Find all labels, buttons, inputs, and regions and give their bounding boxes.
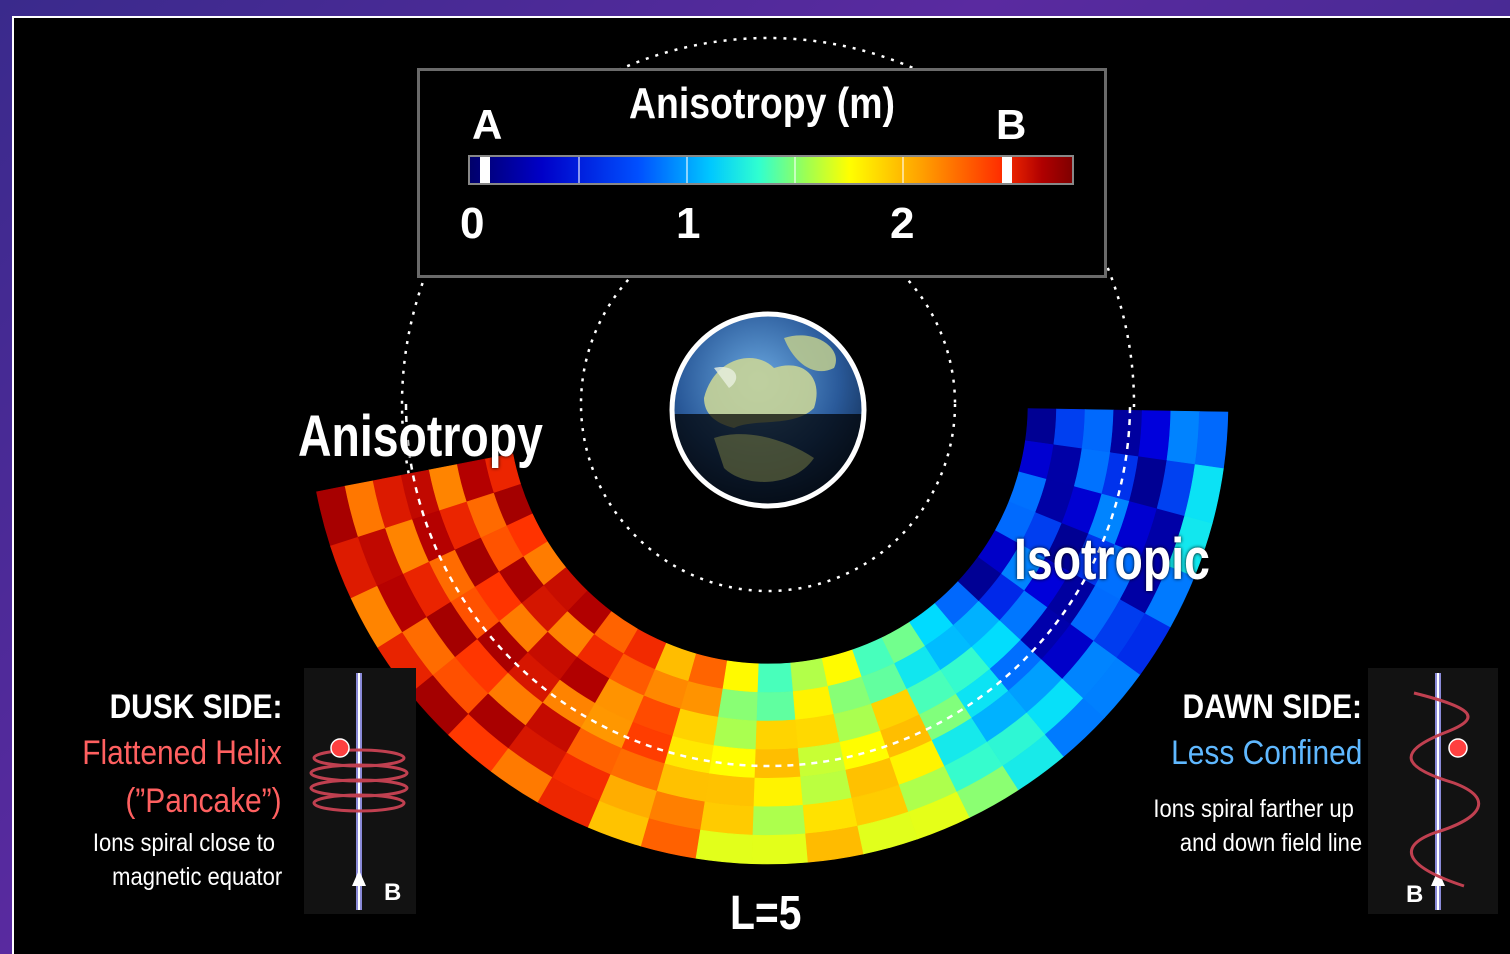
arc-cell xyxy=(713,716,758,750)
colorbar xyxy=(468,155,1074,185)
arc-cell xyxy=(1138,410,1172,461)
arc-cell xyxy=(752,804,806,836)
arc-diagram: B B xyxy=(304,36,1498,914)
arc-cell xyxy=(1110,409,1143,457)
arc-cell xyxy=(755,719,799,751)
arc-cell xyxy=(1194,411,1229,469)
isotropic-region-label: Isotropic xyxy=(1014,527,1210,592)
arc-cell xyxy=(757,662,794,693)
arc-cell xyxy=(1081,409,1115,453)
dusk-subtitle-line1: Flattened Helix xyxy=(82,734,282,772)
dusk-helix-illustration xyxy=(304,668,416,914)
dawn-note-line2: and down field line xyxy=(1179,829,1362,857)
marker-b xyxy=(1002,157,1012,183)
legend-label-a: A xyxy=(472,101,503,148)
arc-cell xyxy=(700,801,755,836)
dawn-note-line1: Ions spiral farther up xyxy=(1153,795,1354,823)
dawn-side-title: DAWN SIDE: xyxy=(1182,688,1362,726)
arc-cell xyxy=(753,776,804,808)
arc-cell xyxy=(704,773,756,807)
dusk-subtitle-line2: (”Pancake”) xyxy=(125,782,282,820)
arc-cell xyxy=(1025,408,1057,445)
dusk-note-line1: Ions spiral close to xyxy=(92,829,275,857)
diagram-panel: B B Anisotropy (m) A B 0 1 2 Anisotropy … xyxy=(12,16,1510,954)
dusk-note-line2: magnetic equator xyxy=(111,863,282,891)
anisotropy-arc xyxy=(316,408,1229,865)
dusk-ion-icon xyxy=(330,738,350,758)
earth xyxy=(669,311,867,509)
dusk-side-title: DUSK SIDE: xyxy=(109,688,282,726)
l5-dashed-arc xyxy=(404,403,1132,768)
scale-label-2: 2 xyxy=(890,199,915,248)
legend-label-b: B xyxy=(996,101,1027,148)
dawn-field-b-label: B xyxy=(1406,881,1423,908)
outer-dotted-orbit xyxy=(400,36,1136,772)
arc-cell xyxy=(754,748,801,779)
dawn-subtitle: Less Confined xyxy=(1170,734,1362,772)
marker-a xyxy=(480,157,490,183)
legend-title: Anisotropy (m) xyxy=(629,79,895,128)
anisotropy-region-label: Anisotropy xyxy=(298,404,543,469)
shell-label: L=5 xyxy=(730,887,802,940)
arc-cell xyxy=(1053,408,1086,449)
dawn-field-arrow-icon xyxy=(1431,870,1445,886)
arc-cell xyxy=(695,829,754,865)
arc-cell xyxy=(1166,410,1200,465)
dawn-ion-icon xyxy=(1448,738,1468,758)
scale-label-0: 0 xyxy=(460,199,485,248)
arc-cell xyxy=(751,833,809,865)
colorbar-legend: Anisotropy (m) A B 0 1 2 xyxy=(417,68,1107,278)
arc-cell xyxy=(792,685,835,721)
dusk-field-arrow-icon xyxy=(352,870,366,886)
arc-cell xyxy=(722,660,760,693)
dawn-helix-illustration xyxy=(1368,668,1498,914)
arc-cell xyxy=(756,691,796,722)
arc-cell xyxy=(790,657,829,692)
arc-cell xyxy=(718,688,759,722)
dusk-field-b-label: B xyxy=(384,879,401,906)
scale-label-1: 1 xyxy=(676,199,701,248)
